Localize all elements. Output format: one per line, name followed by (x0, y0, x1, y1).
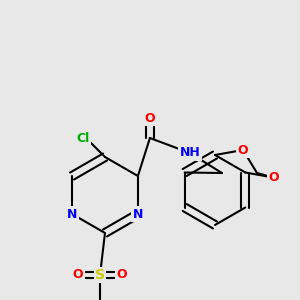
Text: O: O (145, 112, 155, 124)
Text: O: O (117, 268, 127, 281)
Text: NH: NH (179, 146, 200, 160)
Text: O: O (268, 171, 279, 184)
Text: S: S (95, 268, 105, 282)
Text: O: O (73, 268, 83, 281)
Text: N: N (67, 208, 77, 220)
Text: O: O (238, 143, 248, 157)
Text: N: N (133, 208, 143, 220)
Text: Cl: Cl (76, 133, 90, 146)
